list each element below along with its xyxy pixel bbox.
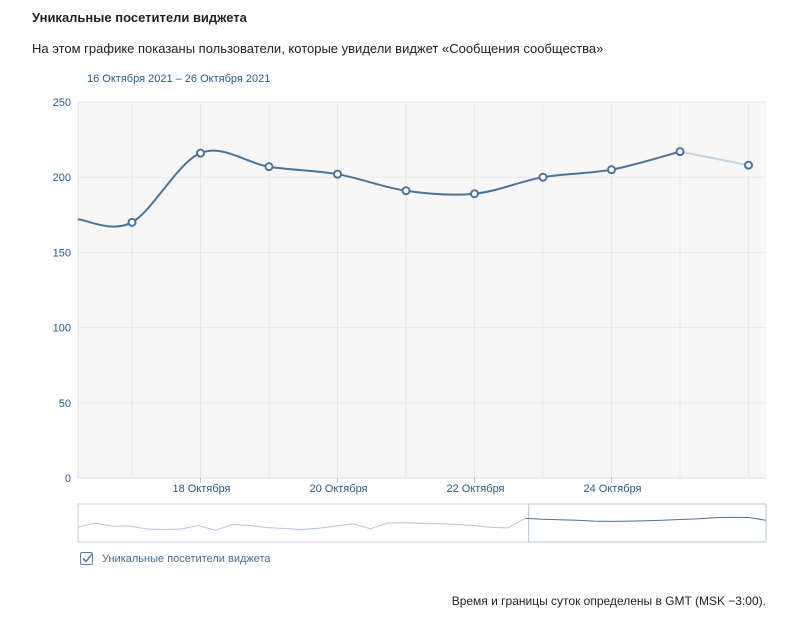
x-tick-label: 22 Октября — [446, 483, 504, 495]
x-tick-label: 18 Октября — [172, 483, 230, 495]
data-point[interactable] — [127, 217, 137, 227]
data-point[interactable] — [401, 186, 411, 196]
navigator-line — [77, 517, 526, 531]
data-point[interactable] — [538, 172, 548, 182]
y-tick-label: 150 — [53, 247, 71, 259]
navigator-selection[interactable] — [528, 503, 767, 543]
data-point[interactable] — [196, 148, 205, 158]
legend-item[interactable]: Уникальные посетители виджета — [80, 552, 271, 565]
y-tick-label: 100 — [53, 323, 71, 335]
series-line — [77, 149, 681, 228]
y-tick-label: 200 — [53, 172, 71, 184]
x-tick-label: 24 Октября — [583, 483, 641, 495]
legend-label: Уникальные посетители виджета — [102, 552, 271, 565]
page-title: Уникальные посетители виджета — [32, 10, 247, 25]
data-point[interactable] — [675, 147, 685, 157]
y-tick-label: 250 — [53, 97, 71, 109]
y-tick-label: 0 — [65, 473, 71, 485]
plot-area — [78, 102, 766, 478]
data-point[interactable] — [264, 162, 274, 172]
x-tick-label: 20 Октября — [309, 483, 367, 495]
date-range[interactable]: 16 Октября 2021 – 26 Октября 2021 — [87, 73, 271, 85]
timezone-note: Время и границы суток определены в GMT (… — [451, 594, 766, 608]
data-point[interactable] — [333, 169, 342, 179]
legend-checkbox[interactable] — [80, 552, 93, 565]
data-point[interactable] — [744, 160, 753, 170]
data-point[interactable] — [470, 189, 479, 199]
y-tick-label: 50 — [59, 398, 71, 410]
data-point[interactable] — [607, 165, 616, 175]
navigator-line-selected — [525, 516, 767, 522]
checkmark-icon — [82, 553, 93, 563]
chart-description: На этом графике показаны пользователи, к… — [32, 41, 604, 56]
